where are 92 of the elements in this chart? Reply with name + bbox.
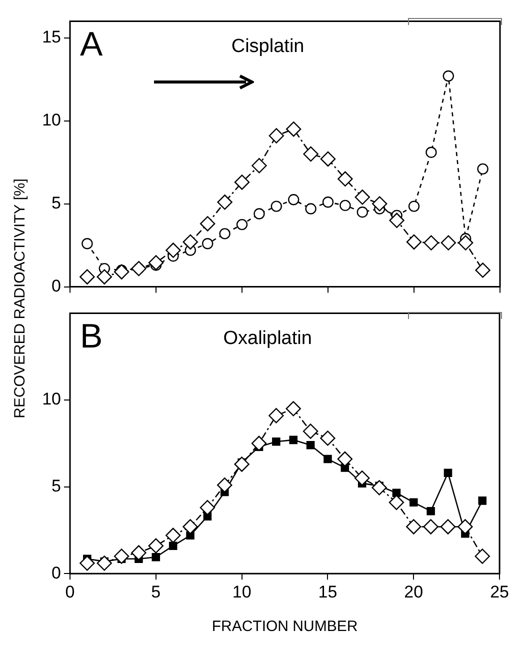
point — [478, 496, 486, 505]
point — [392, 488, 401, 498]
point — [251, 436, 267, 451]
point — [131, 545, 146, 560]
point — [324, 454, 332, 464]
point — [408, 200, 420, 212]
point — [444, 468, 452, 478]
point — [96, 556, 112, 571]
x-tick-label: 5 — [151, 582, 161, 602]
point — [268, 408, 284, 424]
point — [234, 174, 250, 190]
point — [236, 218, 248, 230]
point — [288, 194, 300, 206]
point — [477, 163, 488, 175]
y-tick-label: 15 — [42, 27, 61, 46]
point — [217, 194, 232, 210]
x-tick-label: 25 — [490, 582, 510, 602]
point — [458, 235, 474, 250]
point — [423, 519, 438, 534]
point — [148, 255, 164, 270]
point — [182, 519, 198, 534]
x-tick-label: 0 — [65, 582, 75, 602]
point — [152, 552, 160, 562]
y-tick-label: 0 — [52, 276, 61, 296]
point — [440, 235, 456, 250]
annotation: A — [80, 26, 103, 64]
point — [458, 519, 473, 534]
x-tick-label: 15 — [318, 582, 338, 602]
point — [219, 228, 230, 240]
point — [114, 548, 130, 564]
point — [337, 451, 353, 467]
point — [372, 196, 388, 212]
point — [474, 548, 490, 564]
y-tick-label: 5 — [52, 476, 61, 496]
point — [166, 242, 181, 258]
point — [440, 519, 456, 534]
point — [354, 470, 370, 486]
point — [270, 200, 282, 212]
point — [340, 200, 351, 212]
point — [389, 212, 404, 228]
point — [338, 171, 353, 186]
point — [475, 262, 490, 278]
point — [410, 498, 418, 507]
point — [406, 234, 422, 250]
y-tick-label: 10 — [42, 110, 61, 130]
point — [254, 208, 265, 220]
point — [217, 477, 232, 493]
y-tick-label: 0 — [52, 563, 61, 582]
y-tick-label: 10 — [42, 390, 61, 409]
point — [80, 556, 95, 571]
point — [320, 151, 336, 167]
point — [306, 441, 315, 450]
point — [320, 430, 336, 446]
point — [234, 456, 250, 472]
point — [289, 436, 298, 444]
point — [82, 238, 93, 250]
point — [182, 234, 198, 250]
point — [272, 438, 280, 446]
point — [406, 519, 422, 534]
x-axis-title: FRACTION NUMBER — [212, 618, 358, 636]
point — [356, 206, 368, 218]
point — [286, 401, 301, 416]
point — [424, 235, 439, 250]
x-tick-label: 20 — [404, 582, 424, 602]
point — [322, 196, 334, 208]
annotation: B — [80, 318, 103, 356]
point — [372, 480, 387, 496]
point — [286, 122, 302, 137]
point — [96, 269, 112, 284]
point — [303, 146, 318, 162]
point — [388, 494, 404, 510]
point — [252, 158, 267, 174]
point — [354, 190, 370, 205]
point — [268, 128, 284, 144]
point — [165, 528, 181, 544]
x-tick-label: 10 — [232, 582, 252, 602]
point — [426, 146, 437, 158]
point — [442, 70, 454, 82]
point — [202, 238, 214, 250]
point — [148, 538, 164, 554]
y-tick-label: 5 — [52, 193, 61, 212]
text: Oxaliplatin — [223, 328, 312, 349]
point — [80, 269, 95, 284]
y-axis-title: RECOVERED RADIOACTIVITY [%] — [12, 178, 29, 418]
point — [114, 264, 130, 280]
text: Cisplatin — [231, 36, 304, 57]
point — [305, 203, 316, 214]
point — [426, 506, 435, 516]
point — [302, 424, 318, 439]
point — [168, 542, 178, 550]
point — [200, 216, 216, 232]
point — [200, 500, 216, 516]
